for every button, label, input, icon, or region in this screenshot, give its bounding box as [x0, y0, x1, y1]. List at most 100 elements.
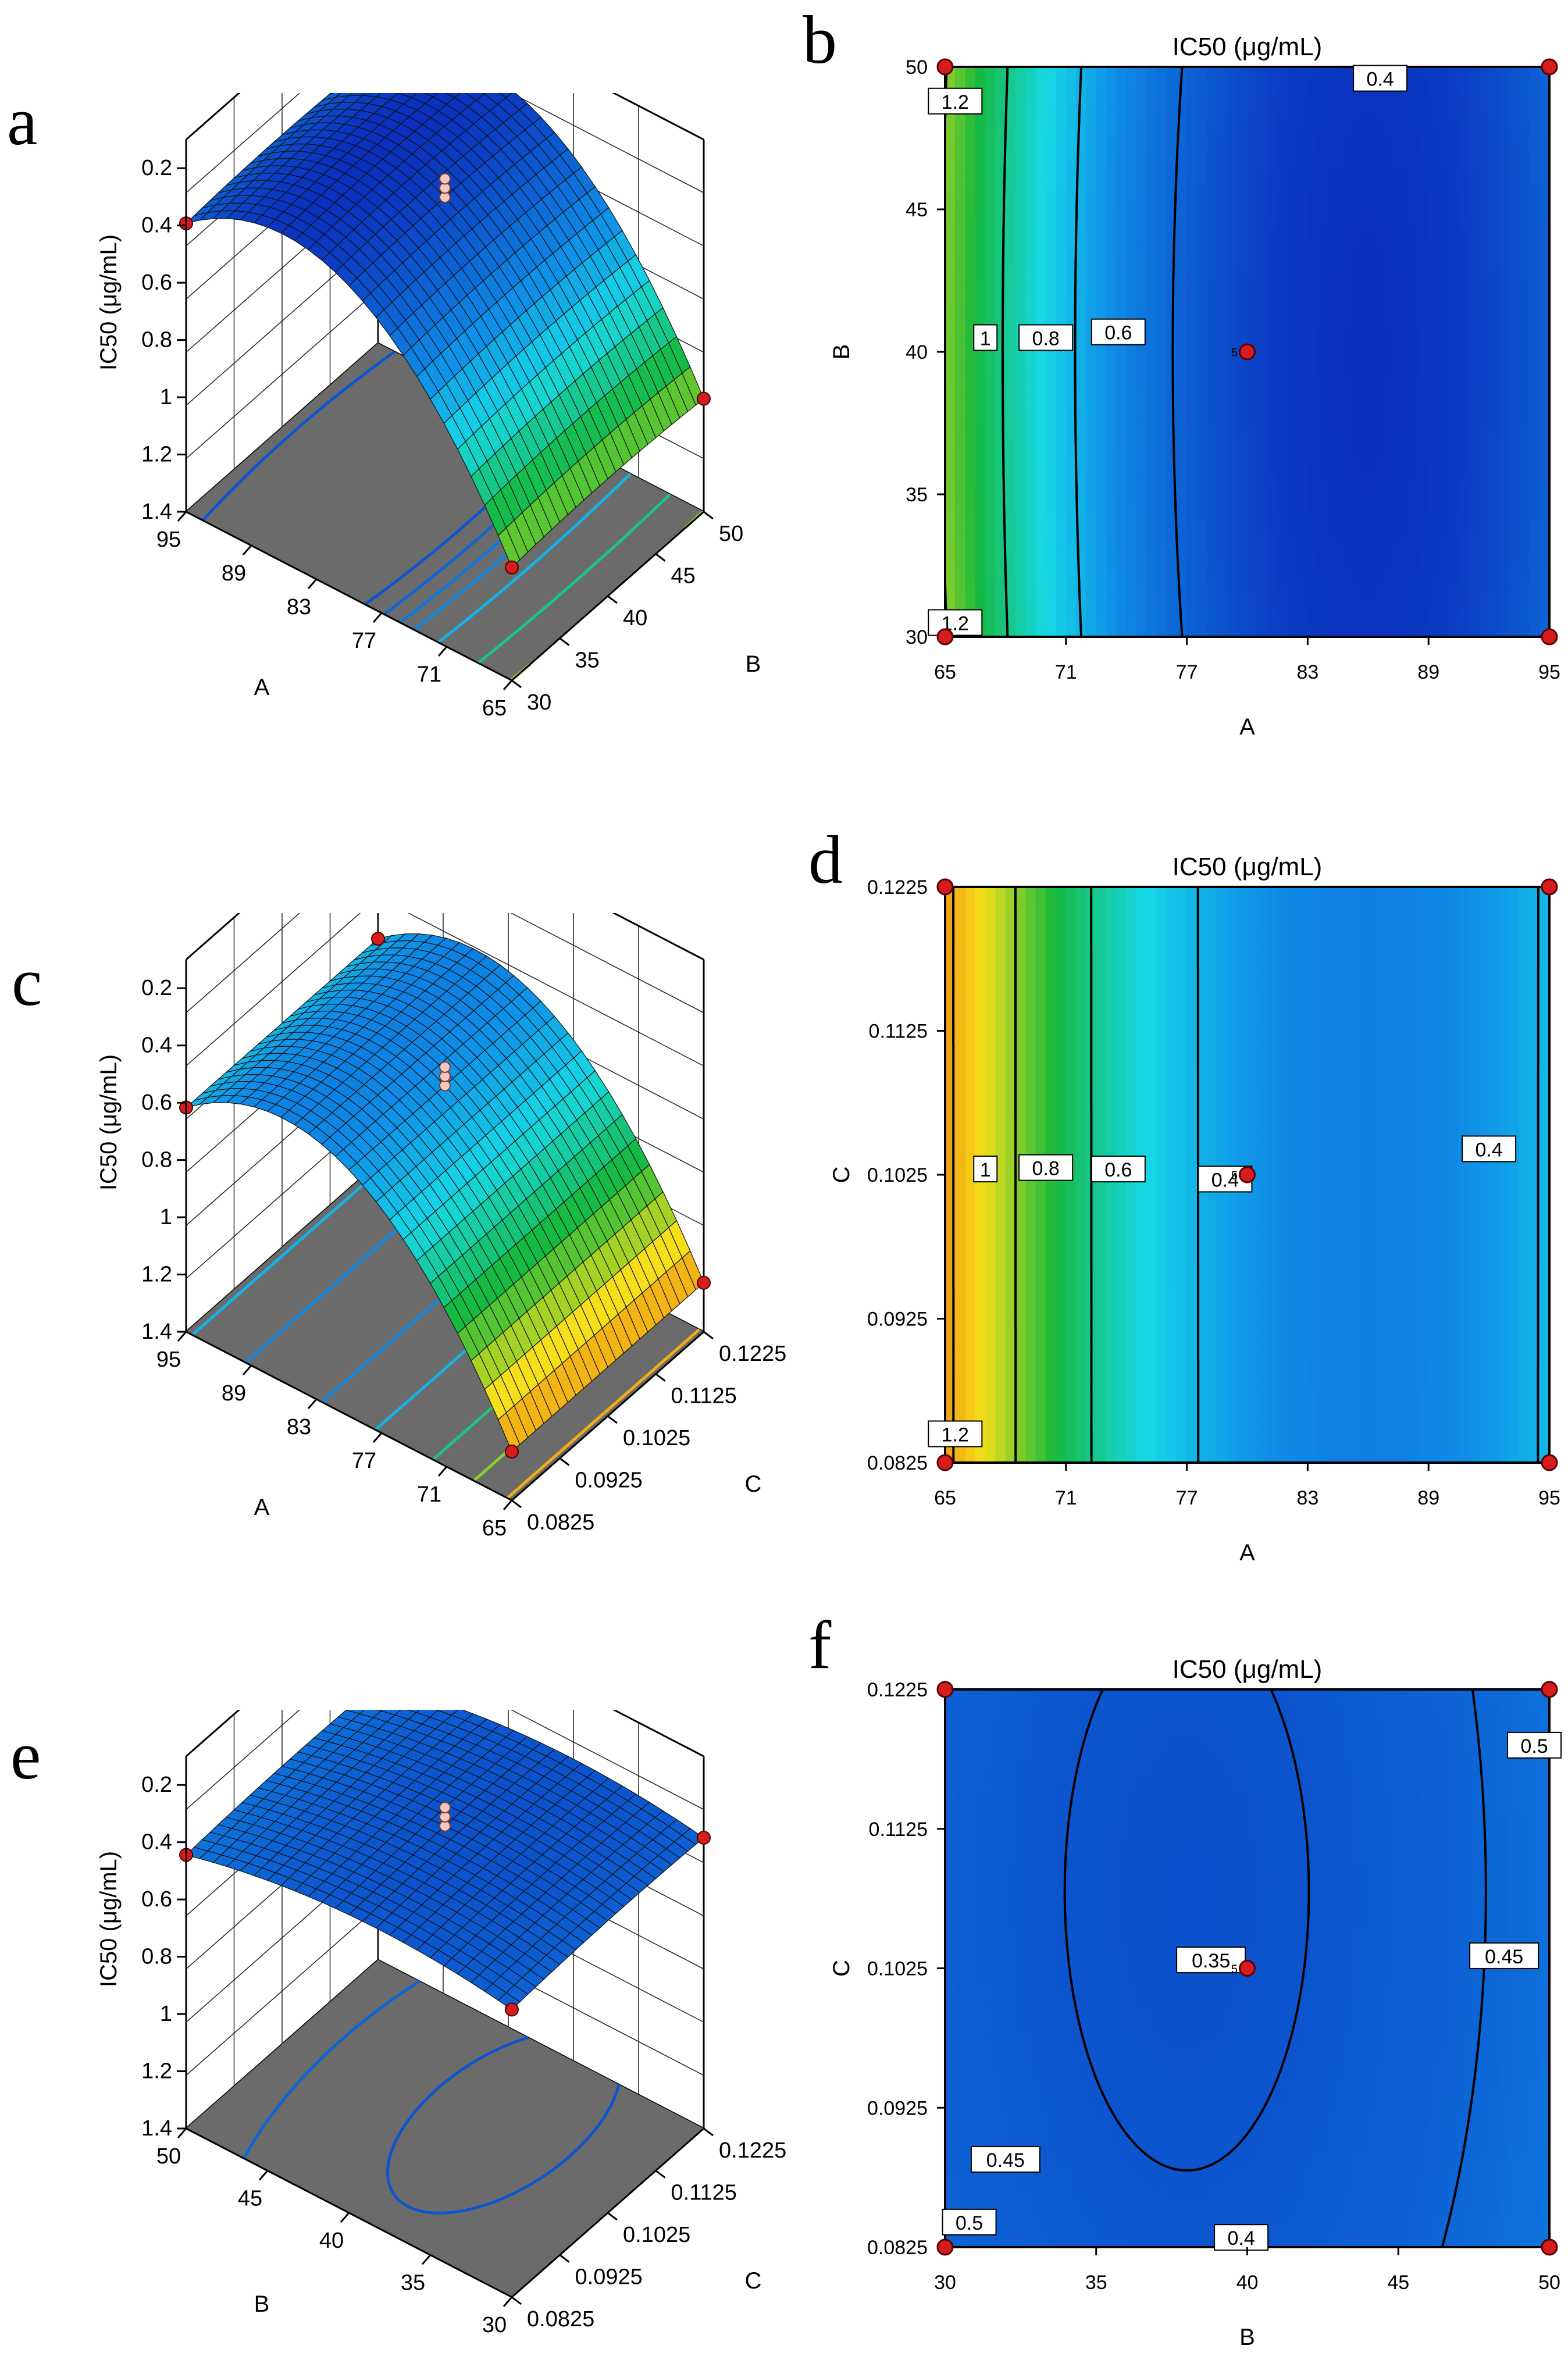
z-tick-label: 0.4: [141, 1830, 172, 1855]
x-tick-label: 83: [1296, 661, 1318, 683]
surface-plot-c: 0.2 0.4 0.6 0.8 1 1.2 1.4 IC50 (μg/mL) 95 89 83 77 7…: [96, 913, 786, 1541]
y-tick: [655, 553, 666, 562]
z-tick-label: 0.8: [141, 328, 172, 352]
contour-label: 0.4: [1366, 69, 1394, 91]
contour-line: [1074, 66, 1083, 637]
contour-label-box: [1462, 1135, 1517, 1163]
x-tick-label: 89: [222, 1381, 246, 1406]
z-tick-label: 0.8: [141, 1148, 172, 1172]
x-tick-label: 77: [1176, 1487, 1198, 1509]
wall-gridline: [233, 1714, 639, 2095]
center-point-count: 5: [1231, 1170, 1238, 1182]
y-tick: [607, 1415, 618, 1424]
contour-label: 0.4: [1475, 1139, 1502, 1161]
y-tick: [511, 2296, 522, 2305]
x-tick-label: 77: [352, 629, 376, 653]
x-axis-label: A: [254, 675, 270, 700]
y-axis-label: B: [746, 651, 761, 677]
x-tick-label: 89: [1417, 661, 1439, 683]
contour-label: 0.8: [1032, 1158, 1060, 1180]
z-axis-label: IC50 (μg/mL): [96, 234, 122, 370]
contour-label: 0.35: [1192, 1950, 1230, 1972]
z-tick-label: 0.4: [141, 1033, 172, 1058]
design-point: [1541, 58, 1558, 76]
y-tick-label: 40: [623, 606, 647, 630]
center-point: [1239, 343, 1256, 361]
design-point: [505, 1444, 519, 1459]
center-point-count: 5: [1231, 1963, 1238, 1976]
contour-label-box: [942, 2208, 997, 2236]
x-tick: [437, 646, 448, 657]
x-tick: [177, 1331, 187, 1342]
z-tick-label: 1: [160, 2002, 172, 2026]
y-tick-label: 0.1125: [869, 1819, 928, 1841]
x-axis-label: B: [254, 2291, 270, 2317]
contour-label: 0.8: [1032, 328, 1060, 350]
contour-plot-d: IC50 (μg/mL) 1.2 1 0.8 0.6 0.4 0.4 65 71 77 83 89 95…: [829, 853, 1560, 1566]
x-tick: [242, 545, 252, 555]
x-tick: [503, 680, 513, 690]
x-tick: [372, 612, 383, 623]
contour-lines: [952, 887, 1540, 1463]
z-tick-label: 1.2: [141, 443, 172, 467]
y-tick-label: 45: [671, 564, 696, 589]
contour-label-box: [973, 324, 998, 351]
floor-contour-line: [477, 493, 671, 664]
contour-line: [1171, 66, 1184, 637]
y-tick-label: 0.0825: [527, 2307, 594, 2331]
z-tick-label: 1.2: [141, 2059, 172, 2084]
y-tick: [607, 595, 618, 604]
wall-gridline: [186, 913, 704, 1067]
y-tick: [655, 1373, 666, 1382]
x-tick: [503, 1500, 513, 1510]
contour-fill: [945, 886, 1550, 1463]
contour-label: 1.2: [942, 91, 969, 113]
design-point: [936, 628, 954, 646]
design-point: [697, 391, 711, 406]
y-tick-label: 0.1225: [867, 1679, 928, 1701]
floor-contour-line: [437, 472, 632, 644]
y-tick: [559, 2254, 570, 2263]
z-tick-label: 0.6: [141, 1887, 172, 1912]
y-tick: [559, 1457, 570, 1466]
design-point: [371, 932, 385, 946]
y-tick-label: 0.0825: [867, 1452, 928, 1474]
contour-label: 0.6: [1104, 322, 1132, 344]
y-tick-label: 0.1125: [869, 1021, 928, 1043]
contour-label-box: [973, 1156, 998, 1183]
z-axis-label: IC50 (μg/mL): [96, 1054, 122, 1190]
x-axis-label: A: [1239, 714, 1255, 740]
x-tick-label: 83: [1296, 1487, 1318, 1509]
y-tick-label: 35: [575, 648, 600, 673]
x-tick-label: 71: [1055, 1487, 1077, 1509]
y-tick: [511, 1499, 522, 1509]
y-tick-label: 45: [906, 199, 928, 221]
response-surface: [185, 93, 704, 568]
y-tick: [607, 2212, 618, 2221]
z-tick-label: 0.2: [141, 1773, 172, 1797]
x-tick-label: 65: [934, 1487, 956, 1509]
x-tick-label: 40: [319, 2229, 344, 2253]
y-tick-label: 0.0825: [867, 2237, 928, 2259]
x-tick: [421, 2254, 432, 2265]
y-tick-label: 0.0925: [867, 1309, 928, 1331]
x-tick-label: 71: [1055, 661, 1077, 683]
panel-letter-f: f: [808, 1607, 832, 1683]
y-tick-label: 0.1225: [719, 2138, 786, 2163]
surface-patch: [497, 527, 521, 568]
y-tick-label: 50: [906, 56, 928, 79]
wall-gridline: [186, 93, 704, 194]
contour-label: 0.5: [956, 2212, 983, 2234]
x-tick-label: 83: [287, 1415, 311, 1439]
center-point: [1239, 1166, 1256, 1183]
z-tick-label: 1.4: [141, 500, 172, 524]
surface-plot-a: 0.2 0.4 0.6 0.8 1 1.2 1.4 IC50 (μg/mL) 95 89 83 77 7…: [96, 93, 761, 721]
design-point: [936, 1454, 954, 1471]
contour-lines: [1063, 1689, 1487, 2248]
contour-label-box: [1018, 1154, 1074, 1181]
y-tick-label: 0.1225: [719, 1342, 786, 1366]
y-tick-label: 0.1225: [867, 876, 928, 899]
z-tick-label: 0.2: [141, 156, 172, 180]
panel-letter-c: c: [12, 944, 42, 1020]
